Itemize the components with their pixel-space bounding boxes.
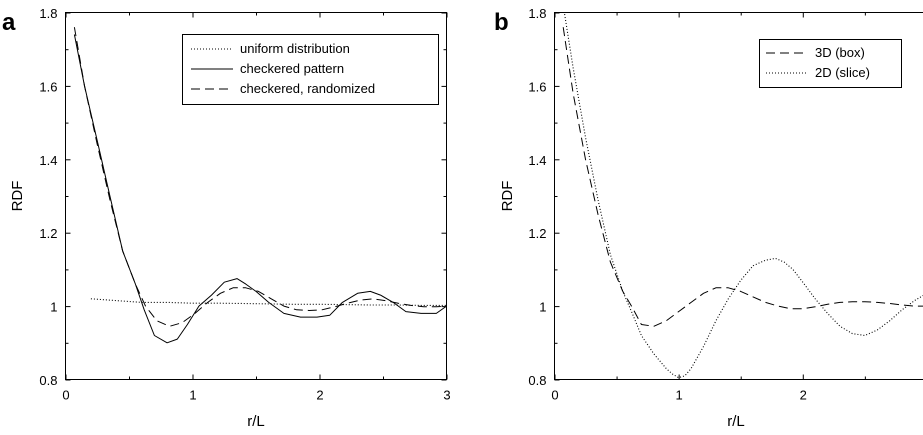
y-tick-label-1: 1 xyxy=(50,300,57,315)
y-tick-label-4: 1.6 xyxy=(39,79,57,94)
x-tick-label-2: 2 xyxy=(800,388,807,403)
y-tick-label-3: 1.4 xyxy=(39,153,57,168)
y-tick-label-5: 1.8 xyxy=(39,6,57,21)
x-tick-label-1: 1 xyxy=(676,388,683,403)
y-tick-label-4: 1.6 xyxy=(528,79,546,94)
y-tick-label-0: 0.8 xyxy=(528,373,546,388)
y-tick-label-0: 0.8 xyxy=(39,373,57,388)
legend-b: 3D (box) 2D (slice) xyxy=(760,40,902,88)
panel-b: b 0 1 2 0.8 1 1.2 1.4 1.6 1.8 r/L RDF 3D (box) 2… xyxy=(494,5,923,430)
legend-label-a-1: uniform distribution xyxy=(240,41,350,56)
y-tick-label-1: 1 xyxy=(539,300,546,315)
legend-label-b-1: 3D (box) xyxy=(815,45,865,60)
panel-letter-a: a xyxy=(2,9,16,36)
x-tick-label-1: 1 xyxy=(189,388,196,403)
x-tick-label-3: 3 xyxy=(443,388,450,403)
y-tick-label-2: 1.2 xyxy=(39,226,57,241)
x-tick-label-0: 0 xyxy=(551,388,558,403)
legend-label-a-3: checkered, randomized xyxy=(240,81,375,96)
y-axis-label-a: RDF xyxy=(9,181,26,212)
x-tick-label-0: 0 xyxy=(62,388,69,403)
panel-letter-b: b xyxy=(494,9,509,36)
legend-a: uniform distribution checkered pattern c… xyxy=(183,35,439,105)
panel-a: a 0 1 2 3 0.8 1 1.2 1.4 1.6 1.8 r/L RDF uniform d… xyxy=(2,6,451,430)
y-tick-label-2: 1.2 xyxy=(528,226,546,241)
legend-label-a-2: checkered pattern xyxy=(240,61,344,76)
y-tick-label-5: 1.8 xyxy=(528,6,546,21)
x-axis-label-a: r/L xyxy=(247,413,265,430)
x-axis-label-b: r/L xyxy=(727,413,745,430)
y-axis-label-b: RDF xyxy=(499,181,516,212)
legend-label-b-2: 2D (slice) xyxy=(815,65,870,80)
y-tick-label-3: 1.4 xyxy=(528,153,546,168)
x-tick-label-2: 2 xyxy=(316,388,323,403)
